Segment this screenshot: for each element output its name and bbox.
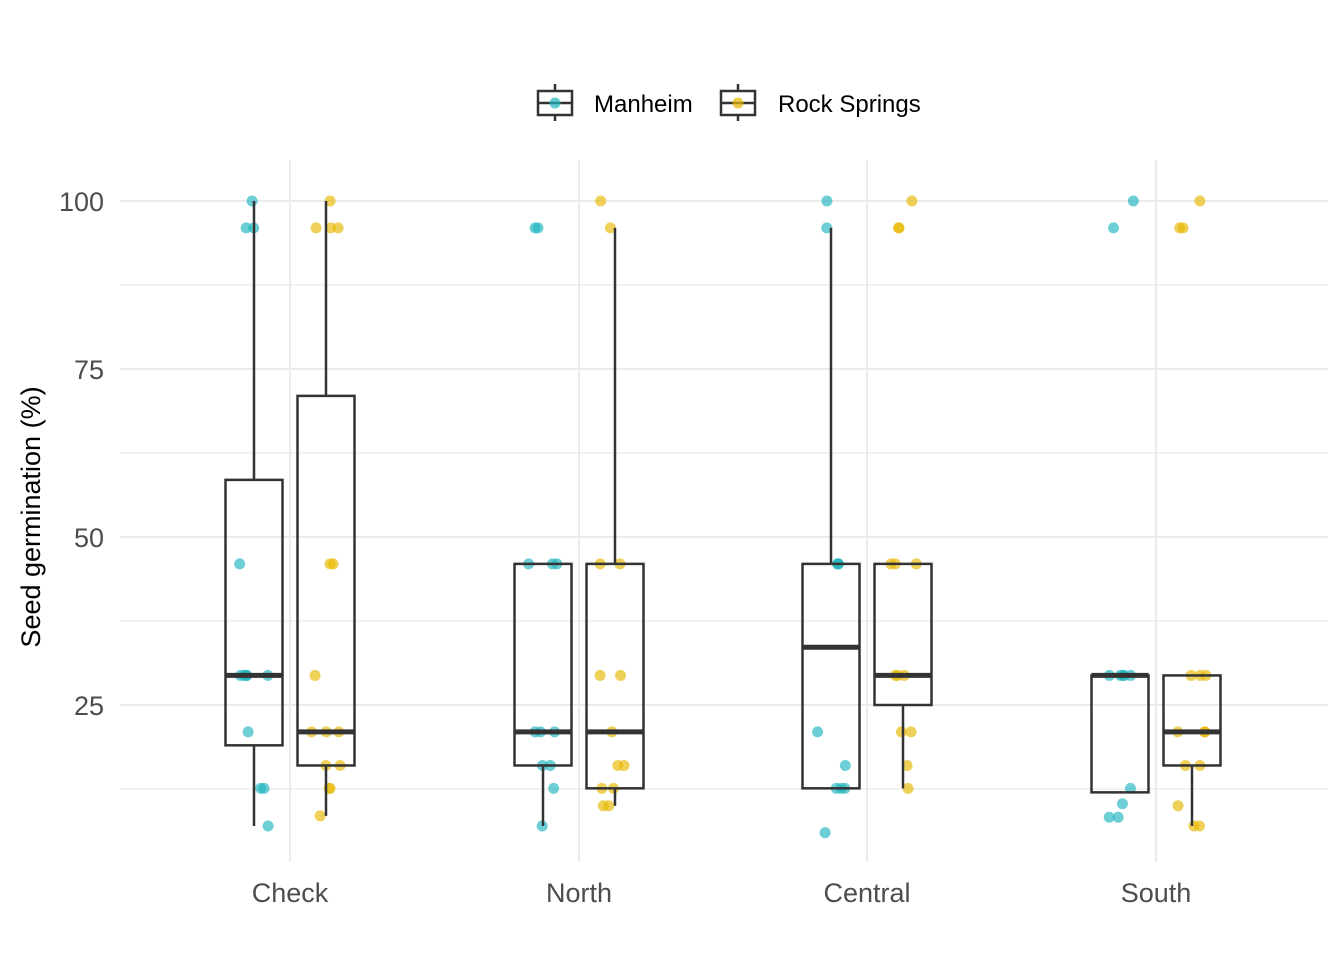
data-point — [812, 726, 824, 738]
legend-item-manheim: Manheim — [536, 84, 693, 121]
box-iqr — [1090, 674, 1150, 794]
data-point — [821, 222, 833, 234]
data-point — [1124, 782, 1136, 794]
box-rock-springs-south — [1162, 674, 1222, 826]
data-point — [314, 810, 326, 822]
x-tick-label: North — [546, 878, 612, 908]
box-manheim-check — [224, 201, 284, 826]
data-point — [532, 222, 544, 234]
box-rock-springs-central — [873, 562, 933, 789]
legend-label: Rock Springs — [778, 91, 921, 118]
data-point — [548, 782, 560, 794]
data-point — [595, 195, 607, 207]
box-iqr — [296, 394, 356, 767]
box-manheim-central — [801, 227, 861, 790]
box-layer — [224, 201, 1222, 826]
box-iqr — [513, 562, 573, 767]
data-point — [332, 222, 344, 234]
data-point — [325, 222, 337, 234]
box-manheim-south — [1090, 672, 1150, 794]
legend-label: Manheim — [594, 91, 693, 118]
data-point — [324, 782, 336, 794]
data-point — [1172, 800, 1184, 812]
data-point — [594, 669, 606, 681]
data-point — [1194, 195, 1206, 207]
y-tick-label: 50 — [74, 523, 104, 553]
data-point — [1177, 222, 1189, 234]
y-axis-label: Seed germination (%) — [16, 386, 46, 647]
box-iqr — [1162, 674, 1222, 767]
x-tick-label: South — [1121, 878, 1192, 908]
data-point — [1188, 820, 1200, 832]
data-point — [242, 726, 254, 738]
y-tick-label: 75 — [74, 355, 104, 385]
y-tick-label: 25 — [74, 691, 104, 721]
data-point — [906, 195, 918, 207]
data-point — [604, 222, 616, 234]
data-point — [324, 195, 336, 207]
data-point — [1112, 811, 1124, 823]
data-point — [310, 222, 322, 234]
legend-key-point — [732, 97, 744, 109]
data-point — [905, 726, 917, 738]
axis-layer: 25 50 75 100 Check North Central South — [59, 187, 1191, 908]
data-point — [612, 759, 624, 771]
data-point — [246, 195, 258, 207]
data-point — [821, 195, 833, 207]
x-tick-label: Check — [252, 878, 329, 908]
data-point — [839, 759, 851, 771]
data-point — [1108, 222, 1120, 234]
data-point — [615, 669, 627, 681]
legend: Manheim Rock Springs — [536, 84, 921, 121]
legend-key-point — [549, 97, 561, 109]
data-point — [258, 782, 270, 794]
point-layer — [234, 195, 1212, 839]
data-point — [819, 827, 831, 839]
box-rock-springs-check — [296, 201, 356, 816]
data-point — [1103, 811, 1115, 823]
data-point — [309, 669, 321, 681]
data-point — [603, 800, 615, 812]
data-point — [324, 558, 336, 570]
data-point — [901, 759, 913, 771]
box-rock-springs-north — [585, 227, 645, 806]
data-point — [1127, 195, 1139, 207]
grid-layer — [120, 160, 1328, 862]
box-iqr — [801, 562, 861, 790]
x-tick-label: Central — [823, 878, 910, 908]
data-point — [902, 782, 914, 794]
box-iqr — [873, 562, 933, 707]
data-point — [262, 820, 274, 832]
box-iqr — [224, 478, 284, 747]
data-point — [893, 222, 905, 234]
legend-item-rock-springs: Rock Springs — [719, 84, 921, 121]
data-point — [896, 726, 908, 738]
data-point — [1116, 798, 1128, 810]
box-iqr — [585, 562, 645, 790]
box-manheim-north — [513, 562, 573, 826]
data-point — [240, 222, 252, 234]
data-point — [234, 558, 246, 570]
y-tick-label: 100 — [59, 187, 104, 217]
